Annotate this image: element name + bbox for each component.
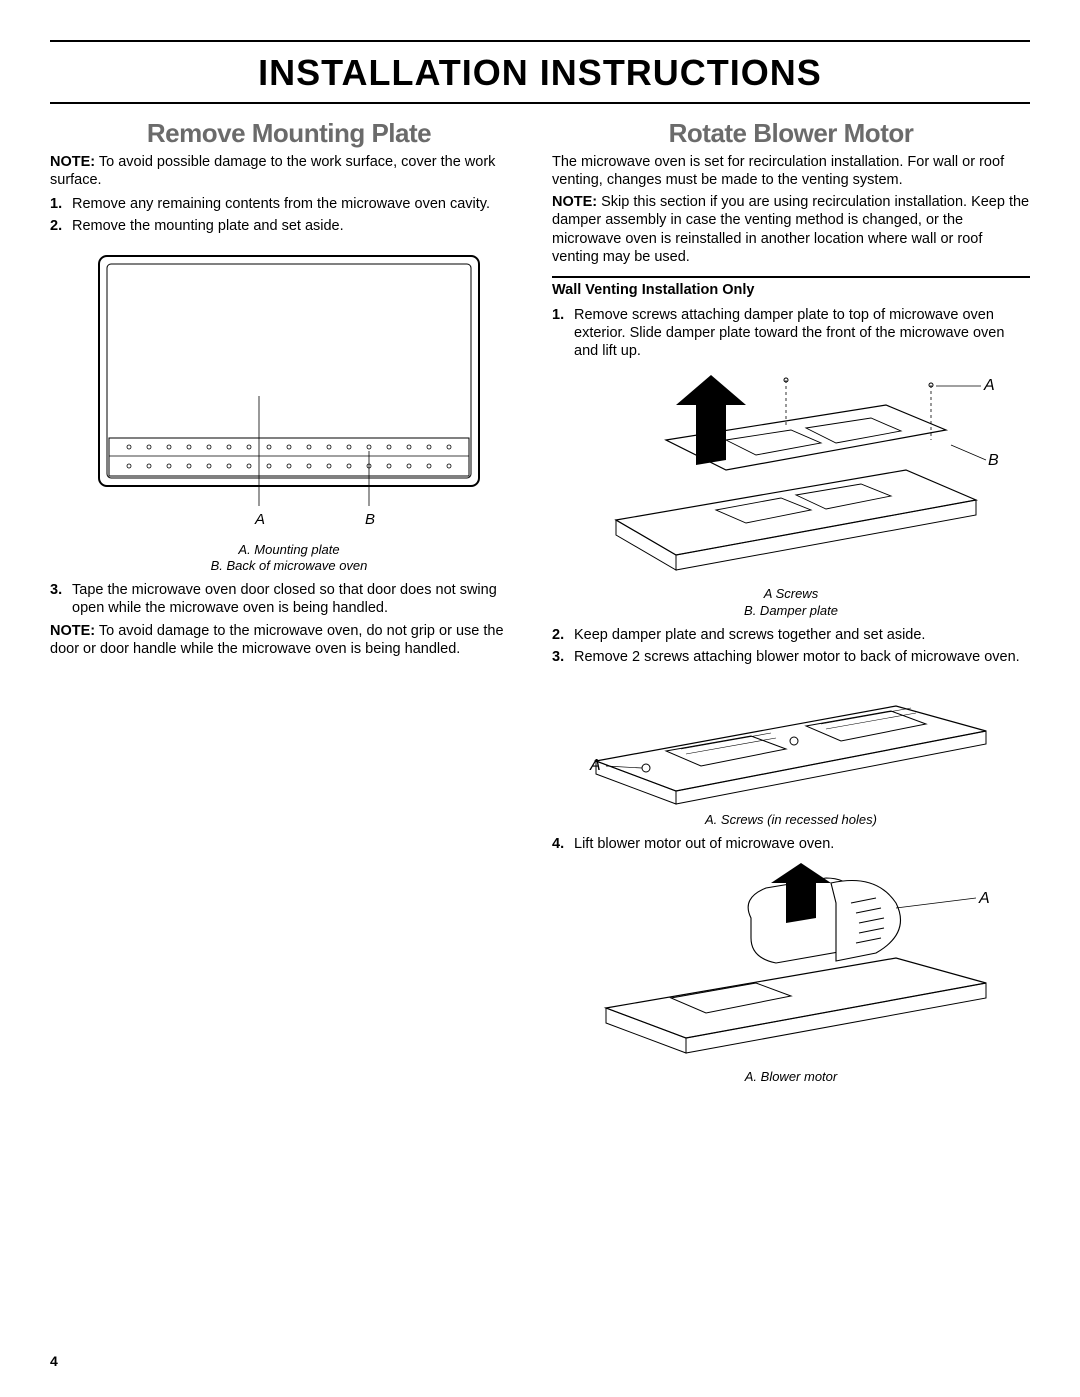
step-num: 4.	[552, 835, 574, 853]
figure-damper-plate: A B A Screws B. Damper plate	[552, 370, 1030, 620]
fig4-caption: A. Blower motor	[552, 1069, 1030, 1086]
right-column: Rotate Blower Motor The microwave oven i…	[552, 118, 1030, 1092]
step-num: 2.	[50, 217, 72, 235]
step-num: 1.	[50, 195, 72, 213]
svg-text:B: B	[988, 452, 999, 469]
two-column-layout: Remove Mounting Plate NOTE: To avoid pos…	[50, 118, 1030, 1092]
note-text: To avoid possible damage to the work sur…	[50, 154, 495, 188]
step-text: Remove screws attaching damper plate to …	[574, 306, 1030, 360]
note-label: NOTE:	[50, 154, 95, 170]
figure-blower-lift: A A. Blower motor	[552, 863, 1030, 1086]
caption-line: B. Back of microwave oven	[50, 558, 528, 575]
step-text: Remove 2 screws attaching blower motor t…	[574, 648, 1030, 666]
step-num: 3.	[50, 581, 72, 617]
list-item: 1.Remove any remaining contents from the…	[50, 195, 528, 213]
right-note: NOTE: Skip this section if you are using…	[552, 193, 1030, 266]
right-steps-2-3: 2.Keep damper plate and screws together …	[552, 626, 1030, 666]
step-num: 2.	[552, 626, 574, 644]
left-note-2: NOTE: To avoid damage to the microwave o…	[50, 622, 528, 658]
fig2-caption: A Screws B. Damper plate	[552, 586, 1030, 620]
list-item: 2.Keep damper plate and screws together …	[552, 626, 1030, 644]
list-item: 3.Remove 2 screws attaching blower motor…	[552, 648, 1030, 666]
fig1-label-a: A	[254, 511, 265, 528]
figure-blower-screws: A A. Screws (in recessed holes)	[552, 676, 1030, 829]
step-text: Remove the mounting plate and set aside.	[72, 217, 528, 235]
right-step-1: 1.Remove screws attaching damper plate t…	[552, 306, 1030, 360]
left-column: Remove Mounting Plate NOTE: To avoid pos…	[50, 118, 528, 1092]
figure-mounting-plate: A B A. Mounting plate B. Back of microwa…	[50, 246, 528, 576]
page-title: Installation Instructions	[50, 42, 1030, 102]
fig3-caption: A. Screws (in recessed holes)	[552, 812, 1030, 829]
subheading-wall-venting: Wall Venting Installation Only	[552, 282, 1030, 298]
right-intro: The microwave oven is set for recirculat…	[552, 153, 1030, 189]
note-text: Skip this section if you are using recir…	[552, 194, 1029, 264]
list-item: 2.Remove the mounting plate and set asid…	[50, 217, 528, 235]
note-text: To avoid damage to the microwave oven, d…	[50, 623, 504, 657]
list-item: 1.Remove screws attaching damper plate t…	[552, 306, 1030, 360]
caption-line: B. Damper plate	[552, 603, 1030, 620]
left-note: NOTE: To avoid possible damage to the wo…	[50, 153, 528, 189]
fig1-caption: A. Mounting plate B. Back of microwave o…	[50, 542, 528, 576]
step-text: Tape the microwave oven door closed so t…	[72, 581, 528, 617]
page-number: 4	[50, 1353, 58, 1369]
svg-text:A: A	[589, 757, 601, 774]
left-heading: Remove Mounting Plate	[50, 118, 528, 149]
right-heading: Rotate Blower Motor	[552, 118, 1030, 149]
caption-line: A Screws	[552, 586, 1030, 603]
step-num: 3.	[552, 648, 574, 666]
left-steps-1-2: 1.Remove any remaining contents from the…	[50, 195, 528, 235]
list-item: 4.Lift blower motor out of microwave ove…	[552, 835, 1030, 853]
fig1-label-b: B	[365, 511, 375, 528]
step-text: Keep damper plate and screws together an…	[574, 626, 1030, 644]
note-label: NOTE:	[50, 623, 95, 639]
svg-text:A: A	[983, 377, 995, 394]
svg-text:A: A	[978, 890, 990, 907]
caption-line: A. Mounting plate	[50, 542, 528, 559]
title-bottom-rule	[50, 102, 1030, 104]
list-item: 3.Tape the microwave oven door closed so…	[50, 581, 528, 617]
step-text: Lift blower motor out of microwave oven.	[574, 835, 1030, 853]
sub-rule	[552, 276, 1030, 278]
left-step-3: 3.Tape the microwave oven door closed so…	[50, 581, 528, 617]
right-step-4: 4.Lift blower motor out of microwave ove…	[552, 835, 1030, 853]
step-text: Remove any remaining contents from the m…	[72, 195, 528, 213]
step-num: 1.	[552, 306, 574, 360]
note-label: NOTE:	[552, 194, 597, 210]
